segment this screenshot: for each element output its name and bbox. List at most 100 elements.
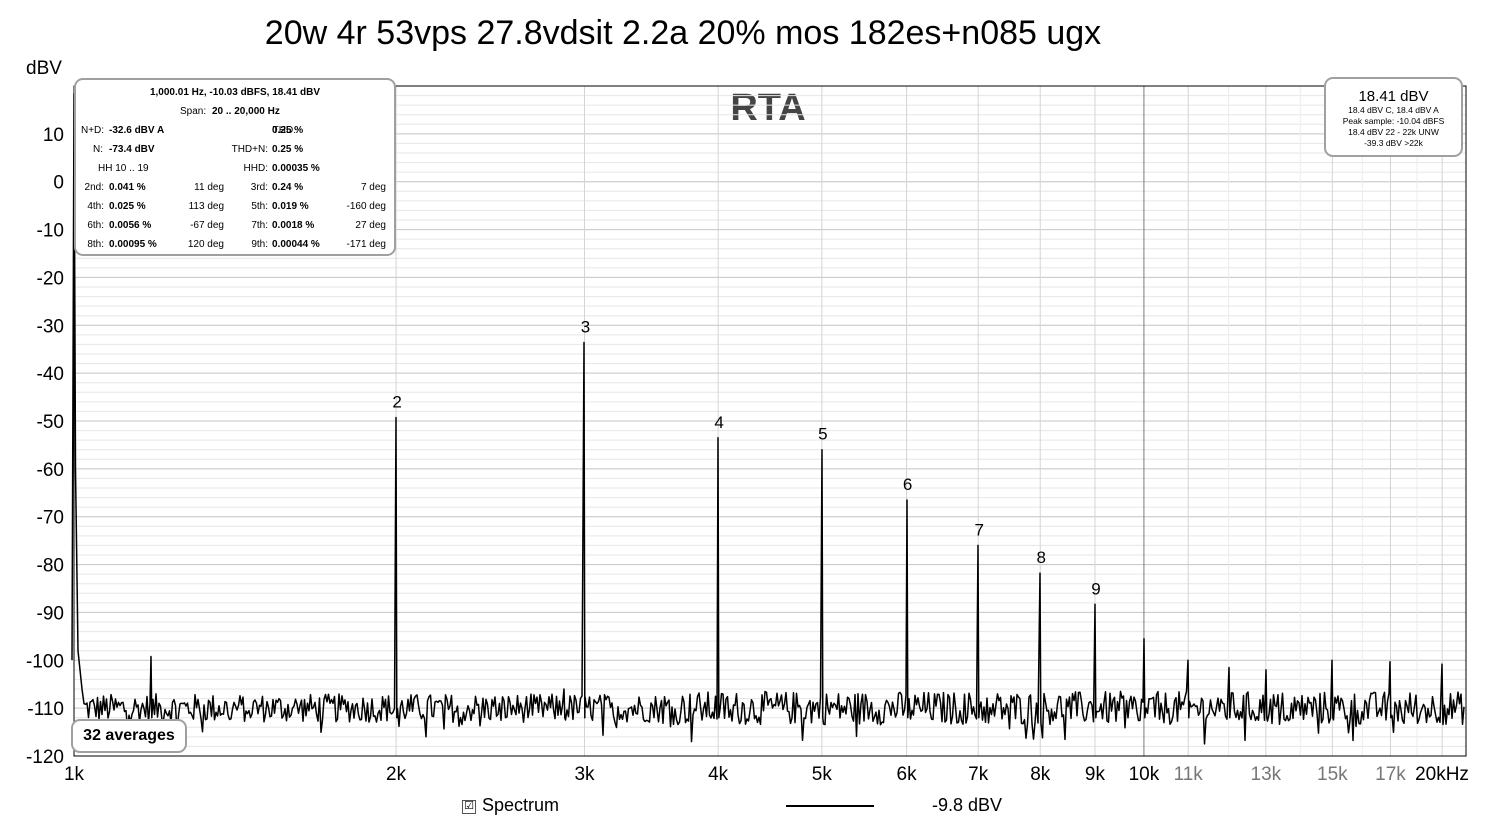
y-tick-label: -20 (37, 268, 64, 289)
harmonic-row: 4th: 0.025 % 113 deg 5th: 0.019 % -160 deg (76, 201, 394, 215)
thdn-label: THD+N: (231, 144, 268, 155)
x-tick-label: 8k (1030, 764, 1051, 785)
y-tick-label: 10 (43, 125, 64, 146)
legend-spectrum[interactable]: ☑ Spectrum (462, 795, 559, 816)
legend-line-sample (786, 805, 874, 807)
y-tick-label: -110 (27, 699, 64, 720)
nd-value: -32.6 dBV A (109, 125, 165, 136)
hhd-value: 0.00035 % (272, 163, 320, 174)
harmonic-percent: 0.041 % (109, 182, 146, 193)
x-tick-label: 5k (812, 764, 833, 785)
harmonic-order-label: 3rd: (250, 182, 268, 193)
stats-hhd-row: HH 10 .. 19 HHD: 0.00035 % (76, 163, 394, 177)
legend-value: -9.8 dBV (932, 795, 1003, 815)
x-tick-label: 15k (1317, 764, 1348, 785)
y-tick-label: -30 (37, 316, 64, 337)
x-tick-label: 1k (64, 764, 85, 785)
spectrum-line (71, 92, 1465, 745)
level-readout-panel: 18.41 dBV 18.4 dBV C, 18.4 dBV A Peak sa… (1324, 77, 1463, 157)
checkbox-icon[interactable]: ☑ (462, 800, 476, 814)
harmonic-order-label: 4th: (87, 201, 104, 212)
level-main-value: 18.41 dBV (1358, 88, 1429, 105)
x-tick-label: 17k (1375, 764, 1406, 785)
nd-label: N+D: (81, 125, 105, 136)
level-unweighted: 18.4 dBV 22 - 22k UNW (1348, 127, 1439, 137)
y-tick-label: -100 (26, 651, 64, 672)
harmonic-phase: 11 deg (194, 182, 224, 193)
y-tick-label: -80 (37, 556, 64, 577)
stats-header: 1,000.01 Hz, -10.03 dBFS, 18.41 dBV (149, 87, 321, 98)
rta-watermark: RTA (730, 87, 805, 129)
x-tick-label: 2k (386, 764, 407, 785)
harmonic-percent: 0.025 % (109, 201, 146, 212)
n-value: -73.4 dBV (109, 144, 155, 155)
hhd-label: HHD: (243, 163, 268, 174)
hh-label: HH 10 .. 19 (98, 163, 149, 174)
harmonic-label: 6 (903, 475, 912, 494)
x-tick-label: 9k (1085, 764, 1106, 785)
y-axis-ticks: 10 0 -10 -20 -30 -40 -50 -60 -70 -80 -90 -100 -110 -1… (26, 125, 64, 768)
y-tick-label: -10 (37, 221, 64, 242)
harmonic-row: 8th: 0.00095 % 120 deg 9th: 0.00044 % -171 de… (76, 239, 394, 253)
harmonic-order-label: 8th: (87, 239, 104, 250)
harmonic-label: 9 (1091, 579, 1100, 598)
x-tick-label: 4k (708, 764, 729, 785)
legend-label: Spectrum (482, 795, 560, 815)
thd-value: 0.25 % (272, 125, 304, 136)
y-tick-label: -70 (37, 508, 64, 529)
x-tick-label: 6k (897, 764, 918, 785)
harmonic-phase: -171 deg (346, 239, 386, 250)
n-label: N: (93, 144, 103, 155)
harmonic-phase: 120 deg (187, 239, 224, 250)
level-above-22k: -39.3 dBV >22k (1364, 138, 1423, 148)
harmonic-phase: -67 deg (190, 220, 224, 231)
harmonic-order-label: 5th: (251, 201, 268, 212)
stats-span-row: Span: 20 .. 20,000 Hz (76, 106, 394, 120)
harmonic-labels: 2 3 4 5 6 7 8 9 (392, 318, 1100, 599)
stats-n-row: N: -73.4 dBV THD+N: 0.25 % (76, 144, 394, 158)
y-tick-label: -90 (37, 603, 64, 624)
x-axis-ticks: 1k 2k 3k 4k 5k 6k 7k 8k 9k 10k 11k 13k 15k 17k 20kHz (64, 764, 1469, 785)
harmonic-phase: 7 deg (360, 182, 386, 193)
harmonic-order-label: 2nd: (84, 182, 104, 193)
plot-frame (73, 85, 1467, 757)
y-tick-label: -50 (37, 412, 64, 433)
harmonic-percent: 0.00095 % (109, 239, 157, 250)
y-tick-label: 0 (53, 173, 64, 194)
harmonic-label: 4 (714, 413, 723, 432)
harmonic-percent: 0.019 % (272, 201, 309, 212)
harmonic-percent: 0.0018 % (272, 220, 315, 231)
harmonic-phase: 27 deg (355, 220, 386, 231)
x-tick-label: 11k (1174, 764, 1204, 785)
y-axis-label: dBV (26, 58, 62, 79)
y-tick-label: -40 (37, 364, 64, 385)
harmonic-percent: 0.0056 % (109, 220, 152, 231)
harmonic-phase: 113 deg (188, 201, 224, 212)
harmonic-label: 5 (818, 425, 827, 444)
harmonic-row: 6th: 0.0056 % -67 deg 7th: 0.0018 % 27 deg (76, 220, 394, 234)
distortion-stats-panel: 1,000.01 Hz, -10.03 dBFS, 18.41 dBV Span… (74, 78, 396, 256)
harmonic-label: 7 (974, 520, 983, 539)
harmonic-label: 2 (392, 393, 401, 412)
harmonic-order-label: 6th: (87, 220, 104, 231)
harmonic-percent: 0.00044 % (272, 239, 320, 250)
thdn-value: 0.25 % (272, 144, 304, 155)
x-tick-label: 13k (1251, 764, 1282, 785)
harmonic-row: 2nd: 0.041 % 11 deg 3rd: 0.24 % 7 deg (76, 182, 394, 196)
x-tick-label: 20kHz (1415, 764, 1469, 785)
harmonic-phase: -160 deg (346, 201, 386, 212)
span-value: 20 .. 20,000 Hz (212, 106, 280, 117)
span-label: Span: (180, 106, 207, 117)
level-weighted: 18.4 dBV C, 18.4 dBV A (1348, 105, 1439, 115)
harmonic-label: 3 (581, 318, 590, 337)
thd-label: THD: (272, 125, 296, 136)
harmonic-percent: 0.24 % (272, 182, 304, 193)
stats-nd-row: N+D: -32.6 dBV A THD: 0.25 % (76, 125, 394, 139)
y-tick-label: -120 (26, 747, 64, 768)
harmonic-order-label: 9th: (251, 239, 268, 250)
level-peak-sample: Peak sample: -10.04 dBFS (1342, 116, 1445, 126)
averages-badge: 32 averages (71, 719, 187, 753)
x-tick-label: 10k (1129, 764, 1160, 785)
harmonic-label: 8 (1037, 548, 1046, 567)
